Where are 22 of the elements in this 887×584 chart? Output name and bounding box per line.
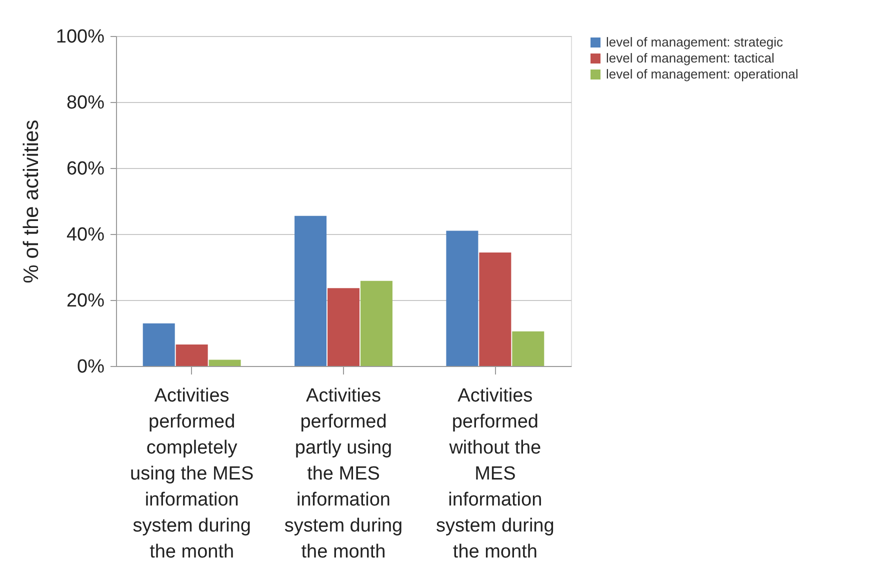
legend-label: level of management: tactical [606, 50, 774, 66]
bar [512, 331, 544, 366]
y-tick-label: 40% [66, 224, 105, 246]
bar [142, 323, 175, 366]
bar [176, 344, 208, 366]
y-axis-title: % of the activities [20, 120, 43, 284]
y-tick-label: 60% [66, 158, 105, 180]
x-tick-label: Activities performed without the MES information system during the month [436, 386, 554, 562]
y-tick-label: 100% [56, 26, 105, 48]
y-tick-label: 80% [66, 92, 105, 114]
bar [360, 280, 392, 366]
x-tick-label: Activities performed completely using the MES information system during the month [130, 386, 254, 562]
bar [294, 216, 327, 366]
y-tick-label: 20% [66, 290, 105, 312]
y-tick-label: 0% [77, 356, 105, 378]
bar [479, 252, 512, 366]
legend-label: level of management: strategic [606, 34, 784, 50]
bar [208, 360, 241, 366]
bar [328, 288, 360, 366]
legend-label: level of management: operational [606, 66, 798, 82]
bar [446, 230, 478, 366]
x-tick-label: Activities performed partly using the MES information system during the month [284, 386, 403, 562]
